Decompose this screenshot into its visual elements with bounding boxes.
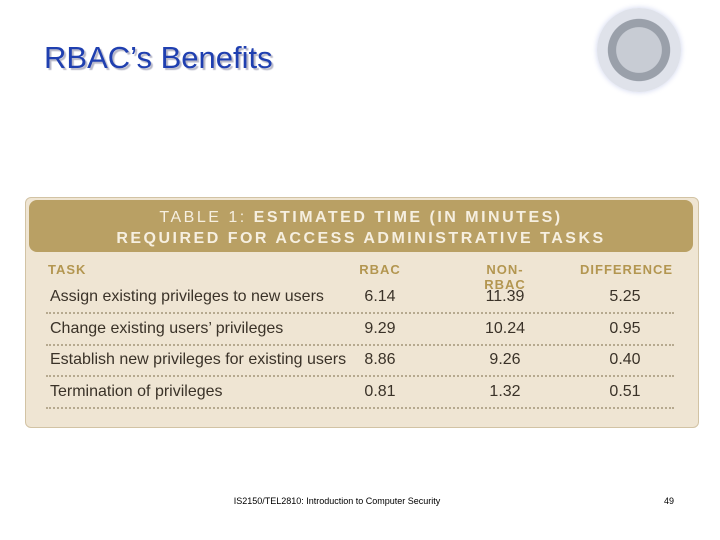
value-cell: 9.26 [489, 351, 521, 368]
logo [597, 8, 681, 92]
page-number: 49 [664, 496, 675, 506]
table-row: Termination of privileges 0.81 1.32 0.51 [46, 376, 674, 409]
table-row: Assign existing privileges to new users 6… [46, 281, 674, 314]
column-header: TASK [48, 262, 87, 277]
value-cell: 0.51 [609, 382, 641, 400]
value-cell: 0.81 [364, 382, 396, 400]
column-header: DIFFERENCE [580, 262, 674, 277]
value-cell: 5.25 [609, 288, 641, 305]
value-cell: 9.29 [364, 319, 396, 337]
value-cell: 11.39 [485, 288, 525, 305]
caption-text: ESTIMATED TIME (IN MINUTES) [253, 209, 563, 226]
table-row: Change existing users’ privileges 9.29 10.… [46, 313, 674, 346]
value-cell: 0.40 [609, 351, 641, 368]
value-cell: 8.86 [364, 351, 396, 368]
footer-course: IS2150/TEL2810: Introduction to Computer… [233, 496, 441, 506]
caption-label: TABLE 1: [159, 209, 247, 226]
task-cell: Assign existing privileges to new users [50, 288, 324, 305]
caption-line: TABLE 1: ESTIMATED TIME (IN MINUTES) [29, 209, 693, 227]
caption-band: TABLE 1: ESTIMATED TIME (IN MINUTES) REQ… [29, 200, 693, 252]
value-cell: 1.32 [489, 382, 521, 400]
column-header: NON-RBAC [484, 262, 526, 292]
task-cell: Establish new privileges for existing us… [50, 351, 347, 368]
value-cell: 0.95 [609, 319, 641, 337]
column-header: RBAC [359, 262, 401, 277]
caption-line: REQUIRED FOR ACCESS ADMINISTRATIVE TASKS [116, 230, 606, 247]
task-cell: Termination of privileges [50, 382, 223, 400]
value-cell: 10.24 [484, 319, 526, 337]
value-cell: 6.14 [364, 288, 396, 305]
table-row: Establish new privileges for existing us… [46, 344, 674, 377]
task-cell: Change existing users’ privileges [50, 319, 284, 337]
slide-title: RBAC’s Benefits [44, 40, 273, 75]
